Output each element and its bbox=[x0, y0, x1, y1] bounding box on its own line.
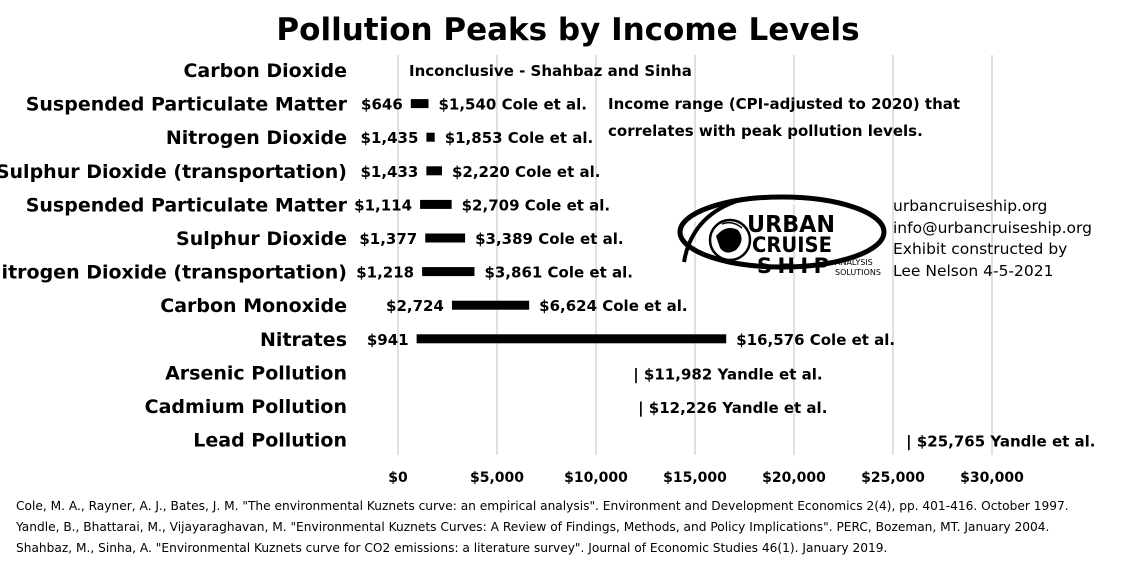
range-high-label: $2,709 Cole et al. bbox=[462, 196, 610, 214]
range-high-label: $1,540 Cole et al. bbox=[438, 96, 586, 114]
x-tick-label: $20,000 bbox=[762, 470, 826, 486]
category-label: Sulphur Dioxide (transportation) bbox=[0, 161, 347, 183]
chart-marks: Carbon Dioxide Inconclusive - Shahbaz and… bbox=[0, 60, 1095, 452]
reference-yandle: Yandle, B., Bhattarai, M., Vijayaraghava… bbox=[16, 520, 1050, 534]
range-high-label: $6,624 Cole et al. bbox=[539, 297, 687, 315]
category-label: Sulphur Dioxide bbox=[176, 228, 347, 250]
x-tick-label: $25,000 bbox=[861, 470, 925, 486]
range-bar bbox=[425, 233, 466, 243]
reference-shahbaz: Shahbaz, M., Sinha, A. "Environmental Ku… bbox=[16, 541, 888, 555]
category-label: Carbon Monoxide bbox=[160, 295, 347, 317]
x-tick-label: $10,000 bbox=[564, 470, 628, 486]
category-note: Inconclusive - Shahbaz and Sinha bbox=[409, 62, 692, 80]
point-label: | $25,765 Yandle et al. bbox=[906, 433, 1095, 452]
range-bar bbox=[426, 166, 442, 176]
range-high-label: $3,389 Cole et al. bbox=[475, 230, 623, 248]
x-axis-ticks: $0 $5,000 $10,000 $15,000 $20,000 $25,000 $30,… bbox=[388, 470, 1024, 486]
range-high-label: $3,861 Cole et al. bbox=[484, 264, 632, 282]
x-tick-label: $5,000 bbox=[470, 470, 524, 486]
range-low-label: $646 bbox=[361, 96, 403, 114]
urban-cruise-ship-logo: URBAN CRUISE SHIP ANALYSIS SOLUTIONS bbox=[677, 194, 887, 278]
range-low-label: $1,377 bbox=[359, 230, 417, 248]
annotation-note: Income range (CPI-adjusted to 2020) that… bbox=[608, 95, 960, 140]
range-low-label: $2,724 bbox=[386, 297, 444, 315]
category-label: Lead Pollution bbox=[193, 430, 347, 452]
range-bar bbox=[416, 334, 727, 344]
category-label: Suspended Particulate Matter bbox=[26, 94, 348, 116]
category-label: Cadmium Pollution bbox=[145, 396, 347, 418]
logo-sub-1: ANALYSIS bbox=[835, 258, 873, 267]
contact-constructed: Exhibit constructed by bbox=[893, 240, 1067, 258]
contact-email: info@urbancruiseship.org bbox=[893, 219, 1092, 237]
range-low-label: $1,218 bbox=[356, 264, 414, 282]
x-tick-label: $30,000 bbox=[960, 470, 1024, 486]
category-label: Nitrates bbox=[260, 329, 347, 351]
range-bar bbox=[451, 300, 530, 310]
grid-lines bbox=[397, 55, 993, 455]
category-label: Nitrogen Dioxide (transportation) bbox=[0, 262, 347, 284]
logo-sub-2: SOLUTIONS bbox=[835, 268, 881, 277]
category-label: Nitrogen Dioxide bbox=[166, 127, 347, 149]
range-low-label: $1,433 bbox=[360, 163, 418, 181]
pollution-chart: Pollution Peaks by Income Levels Carbon … bbox=[0, 12, 1095, 486]
range-bar bbox=[426, 132, 435, 142]
reference-cole: Cole, M. A., Rayner, A. J., Bates, J. M.… bbox=[16, 499, 1069, 513]
annotation-line-2: correlates with peak pollution levels. bbox=[608, 122, 923, 140]
logo-urban: URBAN bbox=[747, 212, 835, 238]
x-tick-label: $15,000 bbox=[663, 470, 727, 486]
logo-swoosh bbox=[677, 194, 887, 270]
range-bar bbox=[422, 267, 475, 277]
range-bar bbox=[410, 99, 429, 109]
category-label: Carbon Dioxide bbox=[183, 60, 347, 82]
point-label: | $12,226 Yandle et al. bbox=[638, 399, 827, 418]
logo-ship: SHIP bbox=[757, 254, 829, 278]
range-low-label: $1,435 bbox=[361, 129, 419, 147]
range-high-label: $1,853 Cole et al. bbox=[445, 129, 593, 147]
category-label: Arsenic Pollution bbox=[165, 362, 347, 384]
contact-author: Lee Nelson 4-5-2021 bbox=[893, 262, 1053, 280]
annotation-line-1: Income range (CPI-adjusted to 2020) that bbox=[608, 95, 960, 113]
point-label: | $11,982 Yandle et al. bbox=[633, 365, 822, 384]
x-tick-label: $0 bbox=[388, 470, 408, 486]
references: Cole, M. A., Rayner, A. J., Bates, J. M.… bbox=[16, 496, 1136, 559]
range-bar bbox=[420, 199, 452, 209]
logo-cruise: CRUISE bbox=[752, 233, 832, 257]
contact-block: urbancruiseship.org info@urbancruiseship… bbox=[893, 197, 1092, 280]
range-high-label: $16,576 Cole et al. bbox=[736, 331, 895, 349]
category-label: Suspended Particulate Matter bbox=[26, 194, 348, 216]
range-high-label: $2,220 Cole et al. bbox=[452, 163, 600, 181]
contact-website: urbancruiseship.org bbox=[893, 197, 1047, 215]
range-low-label: $1,114 bbox=[354, 196, 412, 214]
range-low-label: $941 bbox=[367, 331, 409, 349]
chart-title: Pollution Peaks by Income Levels bbox=[276, 12, 859, 48]
